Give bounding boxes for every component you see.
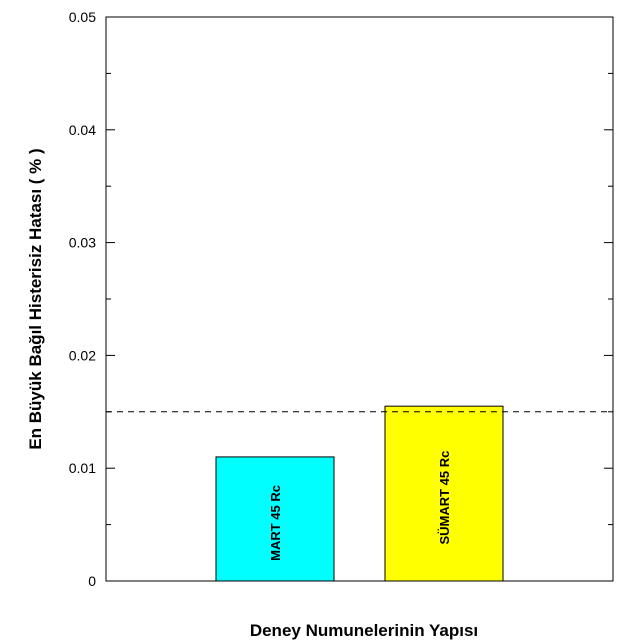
bar: [215, 456, 335, 582]
y-tick-label: 0.05: [69, 9, 96, 25]
y-tick-label: 0.04: [69, 122, 96, 138]
x-axis-title: Deney Numunelerinin Yapısı: [250, 621, 478, 640]
bar-label: SÜMART 45 Rc: [437, 451, 452, 545]
bar-label: MART 45 Rc: [268, 485, 283, 561]
bars: MART 45 Rc SÜMART 45 Rc: [215, 405, 504, 582]
y-axis-title: En Büyük Bağıl Histerisiz Hatası ( % ): [26, 148, 45, 449]
y-tick-label: 0.03: [69, 235, 96, 251]
y-tick-label: 0.02: [69, 347, 96, 363]
plot-frame: [105, 16, 614, 582]
y-tick-label: 0.01: [69, 460, 96, 476]
y-tick-label: 0: [88, 573, 96, 589]
bar: [384, 405, 504, 582]
y-tick-labels: 0 0.01 0.02 0.03 0.04 0.05: [69, 9, 96, 589]
minor-ticks: [106, 16, 613, 582]
